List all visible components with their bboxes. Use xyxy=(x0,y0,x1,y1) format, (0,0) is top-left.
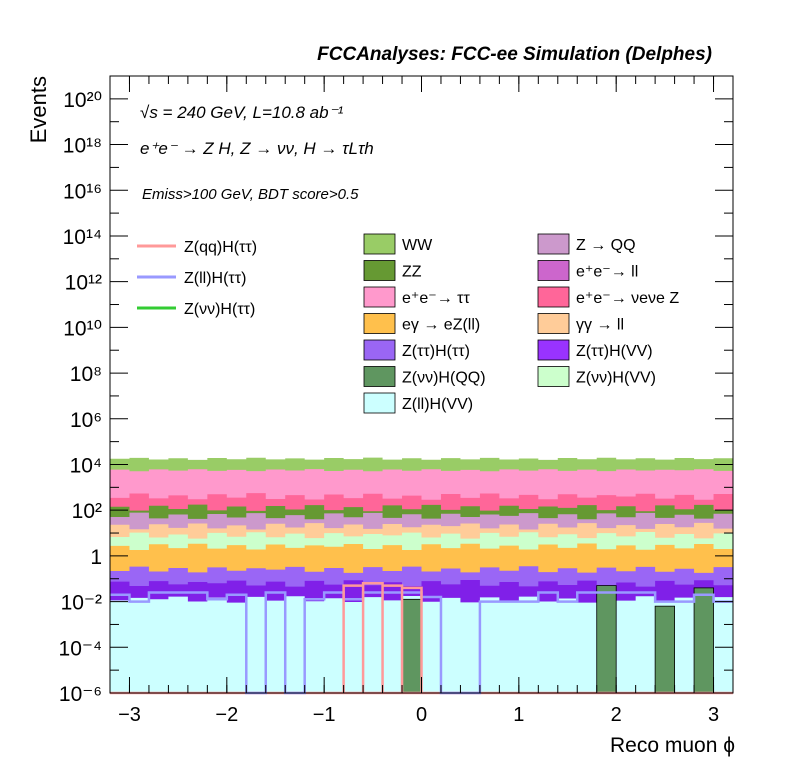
legend-swatch xyxy=(363,260,396,281)
y-tick-label: 10⁻² xyxy=(61,592,102,615)
y-tick-label: 10¹² xyxy=(65,272,102,295)
y-tick-label: 10¹⁸ xyxy=(63,135,102,158)
annotation-process: e⁺e⁻ → Z H, Z → νν, H → τLτh xyxy=(140,139,374,158)
y-tick-label: 10¹⁴ xyxy=(63,226,102,249)
legend-label: γγ → ll xyxy=(576,317,624,334)
y-tick-label: 10²⁰ xyxy=(63,89,102,112)
legend-swatch xyxy=(363,339,396,361)
x-tick-label: 2 xyxy=(611,704,622,726)
legend-swatch xyxy=(363,313,396,334)
legend-label: Z(ll)H(VV) xyxy=(402,396,473,413)
zvvhqq-bin xyxy=(693,587,714,694)
legend-swatch xyxy=(537,286,570,308)
y-tick-label: 10¹⁶ xyxy=(63,180,102,203)
y-tick-label: 10⁻⁴ xyxy=(59,637,102,660)
legend-label: e⁺e⁻→ νeνe Z xyxy=(576,290,679,307)
y-tick-label: 10⁴ xyxy=(70,454,102,477)
legend-label: ZZ xyxy=(402,264,422,281)
y-tick-label: 10¹⁰ xyxy=(63,317,102,340)
legend-label: Z(νν)H(VV) xyxy=(576,370,656,387)
annotation-energy: √s = 240 GeV, L=10.8 ab⁻¹ xyxy=(140,103,344,122)
x-tick-label: 3 xyxy=(708,704,719,726)
axis-ticks: −3 −2 −1 0 1 2 3 10⁻⁶ 10⁻⁴ 10⁻² 1 10² 10⁴ 10⁶ 10⁸ 10¹⁰ 1… xyxy=(59,75,733,726)
legend-label: Z(ττ)H(VV) xyxy=(576,343,653,360)
x-tick-label: −1 xyxy=(313,704,336,726)
legend-label: e⁺e⁻→ ττ xyxy=(402,290,470,307)
legend-label: e⁺e⁻→ ll xyxy=(576,264,638,281)
legend-swatch xyxy=(537,313,570,334)
y-tick-label: 10⁶ xyxy=(70,409,102,432)
legend-swatch xyxy=(363,392,396,414)
y-tick-label: 10⁻⁶ xyxy=(59,683,102,706)
legend-label: WW xyxy=(402,237,433,254)
x-tick-label: 0 xyxy=(416,704,427,726)
legend-label: Z → QQ xyxy=(576,237,636,254)
legend-label: eγ → eZ(ll) xyxy=(402,317,480,334)
x-tick-label: 1 xyxy=(513,704,524,726)
legend-swatch xyxy=(537,366,570,387)
legend-swatch xyxy=(363,233,396,255)
legend-label: Z(ll)H(ττ) xyxy=(184,270,246,287)
x-axis-label: Reco muon ϕ xyxy=(610,734,735,757)
legend-swatch xyxy=(537,339,570,361)
zvvhqq-bin xyxy=(401,598,422,694)
chart-title: FCCAnalyses: FCC-ee Simulation (Delphes) xyxy=(317,44,712,65)
y-tick-label: 1 xyxy=(90,546,102,569)
y-axis-label: Events xyxy=(26,76,51,143)
x-tick-label: −2 xyxy=(215,704,238,726)
annotation-cuts: Emiss>100 GeV, BDT score>0.5 xyxy=(142,186,359,203)
x-tick-label: −3 xyxy=(118,704,141,726)
legend-label: Z(qq)H(ττ) xyxy=(184,239,257,256)
legend-swatch xyxy=(537,260,570,281)
legend-label: Z(ττ)H(ττ) xyxy=(402,343,470,360)
zvvhqq-bin xyxy=(596,585,617,694)
legend-swatch xyxy=(363,366,396,387)
signal-line-zqq xyxy=(342,582,423,693)
y-tick-label: 10² xyxy=(72,500,102,523)
y-tick-label: 10⁸ xyxy=(70,363,102,386)
legend: Z(qq)H(ττ) Z(ll)H(ττ) Z(νν)H(ττ) WW ZZ e⁺e⁻→ … xyxy=(137,233,679,414)
zvvhqq-bin xyxy=(654,605,675,694)
legend-swatch xyxy=(363,286,396,308)
legend-swatch xyxy=(537,233,570,255)
legend-label: Z(νν)H(ττ) xyxy=(184,301,255,318)
legend-label: Z(νν)H(QQ) xyxy=(402,370,486,387)
